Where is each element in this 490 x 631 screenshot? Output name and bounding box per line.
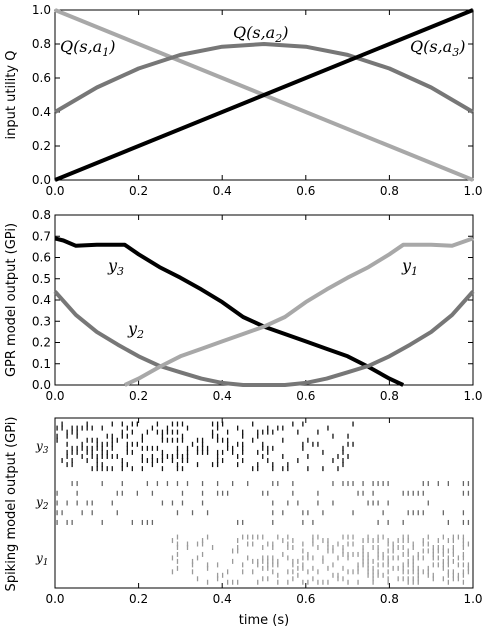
x-tick-label: 0.0 bbox=[45, 592, 64, 606]
x-tick-label: 1.0 bbox=[463, 184, 482, 198]
x-tick-label: 0.0 bbox=[45, 184, 64, 198]
series-group bbox=[53, 8, 475, 182]
series-group bbox=[53, 236, 475, 387]
plot-area bbox=[54, 417, 474, 589]
series-line-q-s-a2 bbox=[53, 42, 475, 114]
x-tick-label: 0.8 bbox=[380, 389, 399, 403]
y-tick-label: 0.8 bbox=[32, 208, 51, 222]
y-axis-label: input utility Q bbox=[4, 51, 19, 140]
channel-label-y1: y1 bbox=[35, 551, 49, 568]
series-line-y3 bbox=[54, 236, 405, 387]
channel-label-y3: y3 bbox=[35, 439, 49, 456]
series-label-y3: y3 bbox=[107, 256, 124, 278]
q-utility-panel: 0.0 0.2 0.4 0.6 0.8 1.0 0.0 0.2 0.4 0.6 0.8 1.0 inp… bbox=[4, 3, 483, 198]
spiking-output-panel: 0.0 0.2 0.4 0.6 0.8 1.0 Spiking model output … bbox=[4, 417, 483, 628]
series-line-q-s-a3 bbox=[54, 8, 474, 182]
x-tick-label: 0.2 bbox=[129, 592, 148, 606]
series-line-y2 bbox=[53, 290, 475, 387]
x-tick-label: 0.6 bbox=[296, 184, 315, 198]
series-label-y2: y2 bbox=[127, 319, 144, 341]
x-tick-label: 0.4 bbox=[213, 389, 232, 403]
x-tick-label: 1.0 bbox=[463, 592, 482, 606]
series-label-q-s-a2: Q(s,a2) bbox=[233, 23, 288, 45]
y-tick-label: 0.8 bbox=[32, 37, 51, 51]
y-tick-label: 0.6 bbox=[32, 251, 51, 265]
x-tick-label: 0.6 bbox=[296, 389, 315, 403]
series-label-q-s-a3: Q(s,a3) bbox=[410, 37, 465, 59]
y-tick-label: 0.2 bbox=[32, 139, 51, 153]
x-tick-label: 0.2 bbox=[129, 389, 148, 403]
y-tick-label: 0.4 bbox=[32, 293, 51, 307]
x-tick-label: 0.8 bbox=[380, 592, 399, 606]
x-tick-label: 0.4 bbox=[213, 184, 232, 198]
series-line-y1 bbox=[123, 236, 474, 387]
y-tick-label: 0.5 bbox=[32, 272, 51, 286]
y-tick-label: 0.0 bbox=[32, 173, 51, 187]
x-tick-label: 0.0 bbox=[45, 389, 64, 403]
y-tick-label: 0.1 bbox=[32, 357, 51, 371]
channel-label-y2: y2 bbox=[35, 495, 49, 512]
x-tick-label: 1.0 bbox=[463, 389, 482, 403]
axis-ticks: 0.0 0.2 0.4 0.6 0.8 1.0 0.0 0.1 0.2 0.3 0.4 0.5 0.6 0… bbox=[32, 208, 483, 403]
axis-ticks: 0.0 0.2 0.4 0.6 0.8 1.0 bbox=[45, 418, 483, 606]
y-tick-label: 0.4 bbox=[32, 105, 51, 119]
x-tick-label: 0.2 bbox=[129, 184, 148, 198]
y-tick-label: 0.3 bbox=[32, 314, 51, 328]
y-tick-label: 0.7 bbox=[32, 229, 51, 243]
y-tick-label: 0.6 bbox=[32, 71, 51, 85]
y-axis-label: Spiking model output (GPi) bbox=[4, 417, 19, 592]
x-tick-label: 0.4 bbox=[213, 592, 232, 606]
y-tick-label: 0.2 bbox=[32, 336, 51, 350]
x-tick-label: 0.6 bbox=[296, 592, 315, 606]
series-label-y1: y1 bbox=[401, 256, 418, 278]
x-axis-label: time (s) bbox=[239, 613, 289, 628]
y-tick-label: 1.0 bbox=[32, 3, 51, 17]
x-tick-label: 0.8 bbox=[380, 184, 399, 198]
y-axis-label: GPR model output (GPi) bbox=[4, 223, 19, 377]
y-tick-label: 0.0 bbox=[32, 378, 51, 392]
plot-area bbox=[54, 214, 474, 386]
gpr-output-panel: 0.0 0.2 0.4 0.6 0.8 1.0 0.0 0.1 0.2 0.3 0.4 0.5 0.6 0… bbox=[4, 208, 483, 403]
series-label-q-s-a1: Q(s,a1) bbox=[60, 37, 115, 59]
raster-group bbox=[56, 421, 470, 585]
